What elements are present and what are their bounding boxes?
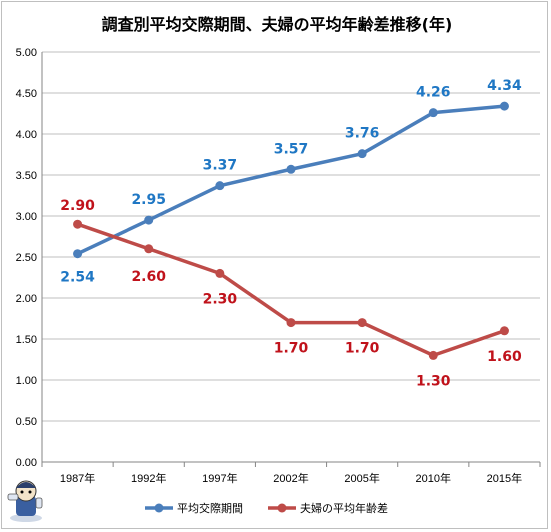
data-label: 3.76 (345, 126, 380, 142)
legend-label: 平均交際期間 (177, 501, 243, 515)
data-label: 1.70 (274, 341, 309, 357)
legend: 平均交際期間 夫婦の平均年齢差 (145, 501, 388, 515)
y-tick-label: 1.50 (16, 334, 37, 346)
x-tick-label: 2005年 (344, 471, 379, 485)
series-line-1 (76, 222, 506, 358)
grid-lines (42, 51, 540, 422)
data-point (215, 268, 225, 278)
chart-title: 調査別平均交際期間、夫婦の平均年齢差推移(年) (102, 15, 453, 34)
data-label: 1.30 (416, 373, 451, 389)
data-label: 2.90 (60, 198, 95, 214)
data-point (499, 101, 509, 111)
series-line-0 (76, 104, 505, 256)
data-label: 2.95 (131, 192, 166, 208)
data-point (286, 318, 296, 328)
axes: 0.00 0.50 1.00 1.50 2.00 2.50 3.00 3.50 4.00 4.50… (16, 47, 541, 485)
data-label: 4.26 (416, 85, 451, 101)
data-point (357, 149, 367, 159)
x-tick-label: 2002年 (273, 471, 308, 485)
y-tick-label: 2.50 (16, 252, 37, 264)
y-tick-label: 4.50 (16, 88, 37, 100)
data-point (73, 219, 83, 229)
legend-marker (154, 503, 164, 513)
data-point (73, 249, 83, 259)
y-tick-label: 3.00 (16, 211, 37, 223)
data-point (499, 326, 509, 336)
data-point (428, 350, 438, 360)
data-point (428, 108, 438, 118)
data-label: 3.57 (274, 141, 309, 157)
y-tick-label: 0.00 (16, 457, 37, 469)
x-tick-label: 2010年 (416, 471, 451, 485)
y-tick-label: 2.00 (16, 293, 37, 305)
x-tick-label: 1992年 (131, 471, 166, 485)
data-label: 4.34 (487, 78, 522, 94)
y-tick-label: 0.50 (16, 416, 37, 428)
data-point (286, 164, 296, 174)
data-label: 3.37 (203, 158, 238, 174)
x-tick-label: 2015年 (487, 471, 522, 485)
y-tick-label: 1.00 (16, 375, 37, 387)
y-tick-label: 5.00 (16, 47, 37, 59)
data-point (357, 318, 367, 328)
y-tick-label: 3.50 (16, 170, 37, 182)
data-label: 2.30 (203, 291, 238, 307)
series-layer: 2.54 2.95 3.37 3.57 3.76 4.26 4.34 2.90 2.60 2.30… (60, 78, 522, 389)
mascot-character-icon (7, 480, 43, 522)
data-point (215, 181, 225, 191)
x-tick-label: 1987年 (60, 471, 95, 485)
data-point (144, 244, 154, 254)
data-label: 1.70 (345, 341, 380, 357)
y-tick-label: 4.00 (16, 129, 37, 141)
x-tick-label: 1997年 (202, 471, 237, 485)
data-label: 2.54 (60, 270, 95, 286)
data-label: 2.60 (131, 269, 166, 285)
data-label: 1.60 (487, 349, 522, 365)
data-point (144, 215, 154, 225)
legend-label: 夫婦の平均年齢差 (300, 501, 388, 515)
legend-marker (277, 503, 287, 513)
